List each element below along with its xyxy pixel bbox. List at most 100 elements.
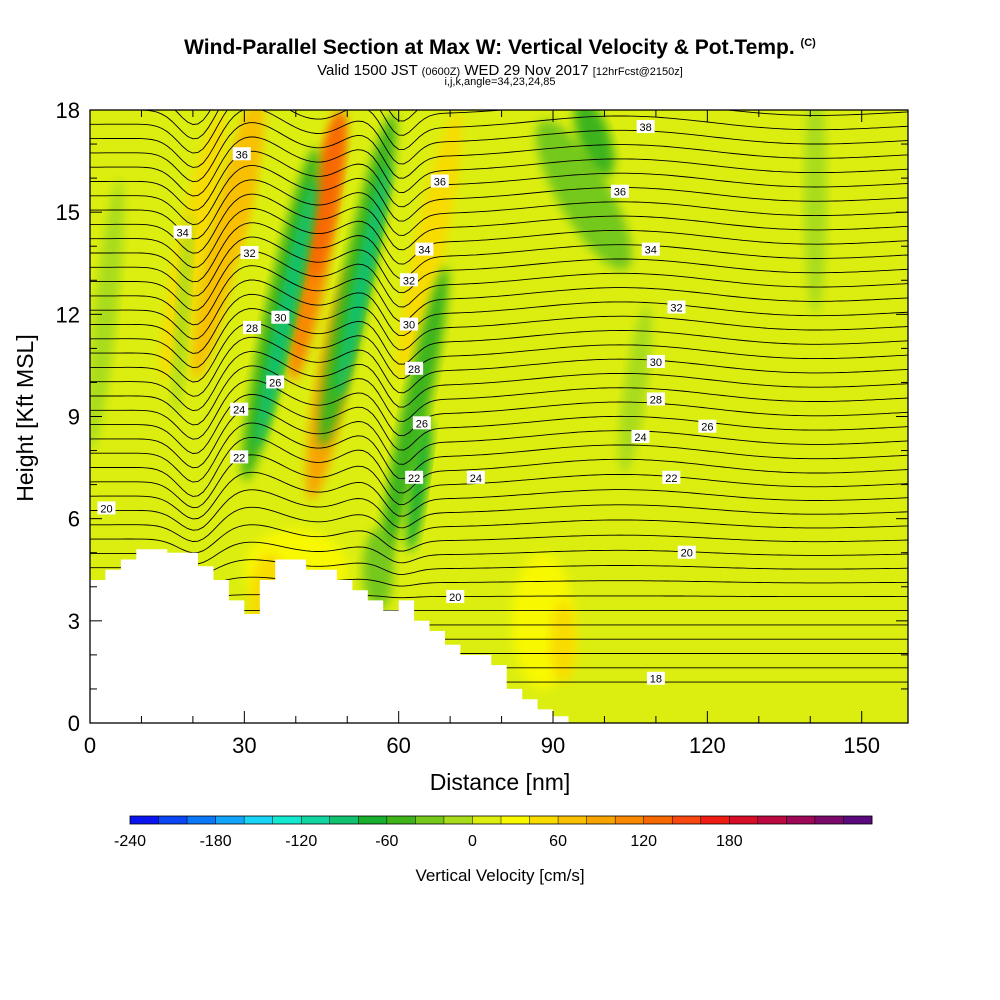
contour-label-bg bbox=[430, 174, 449, 188]
theta-contour-line bbox=[90, 454, 908, 509]
contour-label-bg bbox=[405, 470, 424, 484]
contour-labels: 20 22 24 26 28 30 32 34 36 36 34 32 30 28 26 22 24 20 38 36… bbox=[97, 120, 717, 686]
theta-contour-line bbox=[90, 524, 908, 554]
colorbar-swatch bbox=[814, 816, 844, 824]
contour-label-bg bbox=[636, 120, 655, 134]
contour-label: 32 bbox=[399, 273, 418, 287]
contour-label-bg bbox=[667, 300, 686, 314]
contour-label-text: 32 bbox=[243, 248, 255, 260]
colorbar-swatch bbox=[301, 816, 331, 824]
colorbar-swatch bbox=[244, 816, 273, 824]
subtitle-utc: (0600Z) bbox=[421, 66, 461, 78]
contour-label: 24 bbox=[466, 470, 485, 485]
contour-label-bg bbox=[405, 361, 424, 375]
theta-contour-line bbox=[90, 541, 908, 565]
x-axis-title: Distance [nm] bbox=[430, 769, 571, 795]
velocity-cell bbox=[336, 163, 389, 397]
contour-label: 20 bbox=[97, 501, 116, 515]
contour-label: 20 bbox=[677, 545, 696, 560]
theta-contour-line bbox=[90, 165, 908, 226]
colorbar-tick-label: -120 bbox=[285, 833, 317, 850]
contour-label-bg bbox=[173, 225, 192, 239]
theta-contour-line bbox=[90, 136, 908, 197]
x-tick-label: 120 bbox=[689, 733, 726, 758]
chart-subtitle: Valid 1500 JST (0600Z) WED 29 Nov 2017 [… bbox=[0, 62, 1000, 79]
contour-label-text: 36 bbox=[434, 177, 446, 189]
colorbar-tick-label: 0 bbox=[468, 833, 477, 850]
theta-contour-line bbox=[90, 208, 908, 268]
colorbar-swatch bbox=[158, 816, 188, 824]
contour-label-bg bbox=[641, 242, 660, 256]
contour-label-bg bbox=[399, 273, 418, 287]
contour-label-bg bbox=[646, 355, 665, 369]
colorbar-tick-label: 120 bbox=[630, 833, 657, 850]
chart-title: Wind-Parallel Section at Max W: Vertical… bbox=[0, 36, 1000, 60]
velocity-cell bbox=[535, 120, 632, 270]
contour-label-text: 24 bbox=[634, 432, 646, 444]
colorbar-swatch bbox=[501, 816, 530, 824]
contour-label-bg bbox=[415, 242, 434, 256]
colorbar-swatch bbox=[358, 816, 388, 824]
theta-contour-line bbox=[90, 222, 908, 283]
title-mark: (C) bbox=[800, 37, 816, 49]
colorbar-swatch bbox=[272, 816, 302, 824]
contour-label: 20 bbox=[446, 589, 465, 604]
contour-label-bg bbox=[271, 310, 290, 324]
contour-label-bg bbox=[232, 147, 251, 161]
colorbar-swatch bbox=[643, 816, 673, 824]
contour-label: 28 bbox=[646, 392, 665, 406]
colorbar-swatch bbox=[187, 816, 216, 824]
contour-label-text: 22 bbox=[665, 473, 677, 485]
velocity-cell bbox=[550, 600, 577, 683]
colorbar-tick-label: -60 bbox=[375, 833, 398, 850]
contour-label: 38 bbox=[636, 120, 655, 134]
colorbar-swatch bbox=[786, 816, 816, 824]
colorbar-swatch bbox=[558, 816, 587, 824]
contour-label-bg bbox=[399, 317, 418, 331]
colorbar-swatch bbox=[386, 816, 416, 824]
theta-contour-line bbox=[90, 394, 908, 454]
colorbar-swatch bbox=[472, 816, 502, 824]
colorbar-swatch bbox=[615, 816, 644, 824]
contour-label: 28 bbox=[243, 320, 262, 335]
contour-label-text: 26 bbox=[701, 422, 713, 434]
colorbar-tick-label: 60 bbox=[549, 833, 567, 850]
contour-label: 30 bbox=[399, 317, 418, 332]
theta-contour-line bbox=[90, 250, 908, 311]
colorbar-swatch bbox=[130, 816, 159, 824]
contour-label: 34 bbox=[641, 242, 660, 257]
theta-contour-line bbox=[90, 308, 908, 369]
velocity-cell bbox=[173, 212, 193, 417]
theta-contour-line bbox=[90, 336, 908, 397]
velocity-cell bbox=[407, 417, 432, 553]
colorbar-title: Vertical Velocity [cm/s] bbox=[415, 866, 584, 885]
theta-contour-line bbox=[90, 351, 908, 412]
velocity-cell bbox=[224, 110, 264, 262]
contour-label-bg bbox=[646, 671, 665, 685]
theta-contour-line bbox=[90, 150, 908, 211]
theta-contour-line bbox=[90, 471, 908, 520]
contour-label: 26 bbox=[266, 375, 285, 389]
contour-label-bg bbox=[466, 470, 485, 484]
contour-label-text: 34 bbox=[418, 245, 430, 257]
contour-label-text: 22 bbox=[233, 452, 245, 464]
theta-contour-line bbox=[90, 506, 908, 542]
theta-contour-line bbox=[90, 436, 908, 497]
contour-label: 36 bbox=[610, 184, 629, 199]
theta-contour-line bbox=[90, 293, 908, 354]
contour-label-bg bbox=[412, 416, 431, 430]
theta-contour-line bbox=[90, 110, 908, 168]
theta-contour-line bbox=[90, 265, 908, 326]
velocity-cell bbox=[619, 304, 652, 474]
contour-label-text: 24 bbox=[470, 473, 482, 485]
y-tick-label: 18 bbox=[56, 98, 80, 123]
contour-label: 30 bbox=[271, 310, 290, 325]
contour-label: 26 bbox=[412, 416, 431, 430]
contour-label-text: 34 bbox=[645, 245, 657, 257]
contour-label: 34 bbox=[173, 225, 192, 240]
contour-label-text: 36 bbox=[614, 187, 626, 199]
contour-label-text: 20 bbox=[681, 548, 693, 560]
velocity-cell bbox=[804, 110, 827, 315]
colorbar-swatch bbox=[729, 816, 759, 824]
colorbar-tick-label: -180 bbox=[200, 833, 232, 850]
